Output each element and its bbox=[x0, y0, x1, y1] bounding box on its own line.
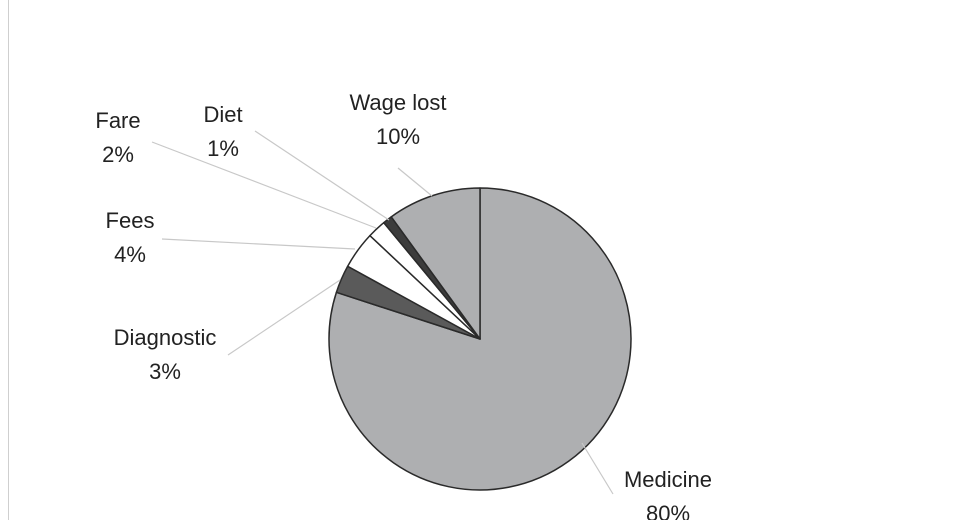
slice-label-fare: Fare bbox=[95, 108, 140, 133]
slice-value-medicine: 80% bbox=[646, 501, 690, 520]
chart-frame-edge bbox=[8, 0, 9, 520]
leader-lines bbox=[151, 130, 614, 495]
slice-value-diagnostic: 3% bbox=[149, 359, 181, 384]
slice-label-diagnostic: Diagnostic bbox=[114, 325, 217, 350]
leader-line-medicine bbox=[581, 442, 614, 495]
slice-label-fees: Fees bbox=[106, 208, 155, 233]
leader-line-diagnostic bbox=[227, 279, 341, 356]
slice-value-diet: 1% bbox=[207, 136, 239, 161]
slice-value-fare: 2% bbox=[102, 142, 134, 167]
pie-slices bbox=[328, 187, 632, 491]
leader-line-diet bbox=[254, 130, 390, 221]
leader-line-wage-lost bbox=[397, 167, 433, 197]
leader-line-fees bbox=[161, 238, 356, 250]
slice-label-diet: Diet bbox=[203, 102, 242, 127]
slice-value-fees: 4% bbox=[114, 242, 146, 267]
leader-line-fare bbox=[151, 141, 377, 229]
slice-labels: Medicine 80% Diagnostic 3% Fees 4% Fare 2% Diet 1… bbox=[95, 90, 712, 520]
slice-label-medicine: Medicine bbox=[624, 467, 712, 492]
slice-value-wage-lost: 10% bbox=[376, 124, 420, 149]
slice-label-wage-lost: Wage lost bbox=[349, 90, 446, 115]
pie-slice-wage-lost bbox=[390, 187, 481, 340]
